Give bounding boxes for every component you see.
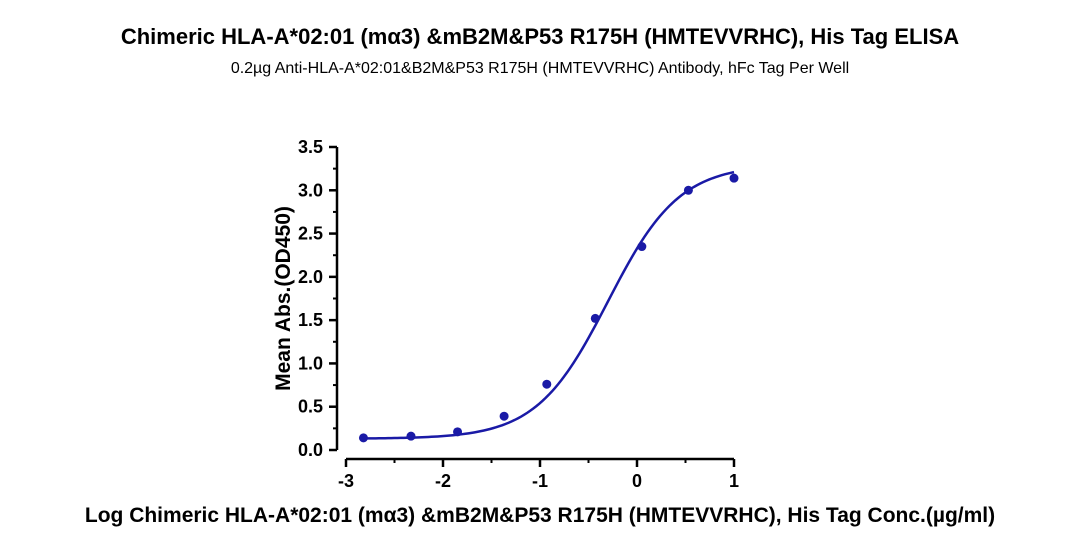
x-tick-label: -1 xyxy=(532,471,548,491)
fit-curve-layer xyxy=(363,170,735,440)
data-point xyxy=(499,411,509,421)
fit-curve xyxy=(363,170,735,440)
x-tick-label: 0 xyxy=(632,471,642,491)
y-tick-label: 0.0 xyxy=(298,440,323,460)
chart-subtitle: 0.2µg Anti-HLA-A*02:01&B2M&P53 R175H (HM… xyxy=(230,60,850,77)
y-tick-label: 3.0 xyxy=(298,180,323,200)
chart-axes: 0.0 0.5 1.0 1.5 2.0 2.5 3.0 3.5 -3 -2 -1 0 1 xyxy=(298,137,739,491)
y-tick-label: 1.5 xyxy=(298,310,323,330)
data-point xyxy=(637,242,647,252)
y-tick-label: 3.5 xyxy=(298,137,323,157)
data-point xyxy=(729,173,739,183)
x-axis-label: Log Chimeric HLA-A*02:01 (mα3) &mB2M&P53… xyxy=(85,504,995,527)
data-point xyxy=(590,313,600,323)
data-point xyxy=(683,185,693,195)
y-tick-label: 0.5 xyxy=(298,397,323,417)
y-tick-label: 2.0 xyxy=(298,267,323,287)
data-point xyxy=(358,433,368,443)
y-tick-label: 2.5 xyxy=(298,224,323,244)
chart-title: Chimeric HLA-A*02:01 (mα3) &mB2M&P53 R17… xyxy=(120,24,960,49)
y-tick-label: 1.0 xyxy=(298,353,323,373)
x-tick-label: 1 xyxy=(729,471,739,491)
data-point xyxy=(453,427,463,437)
data-point xyxy=(542,379,552,389)
data-point xyxy=(406,431,416,441)
x-tick-label: -2 xyxy=(435,471,451,491)
data-points-layer xyxy=(358,173,739,443)
x-tick-label: -3 xyxy=(338,471,354,491)
y-axis-label: Mean Abs.(OD450) xyxy=(272,206,295,391)
